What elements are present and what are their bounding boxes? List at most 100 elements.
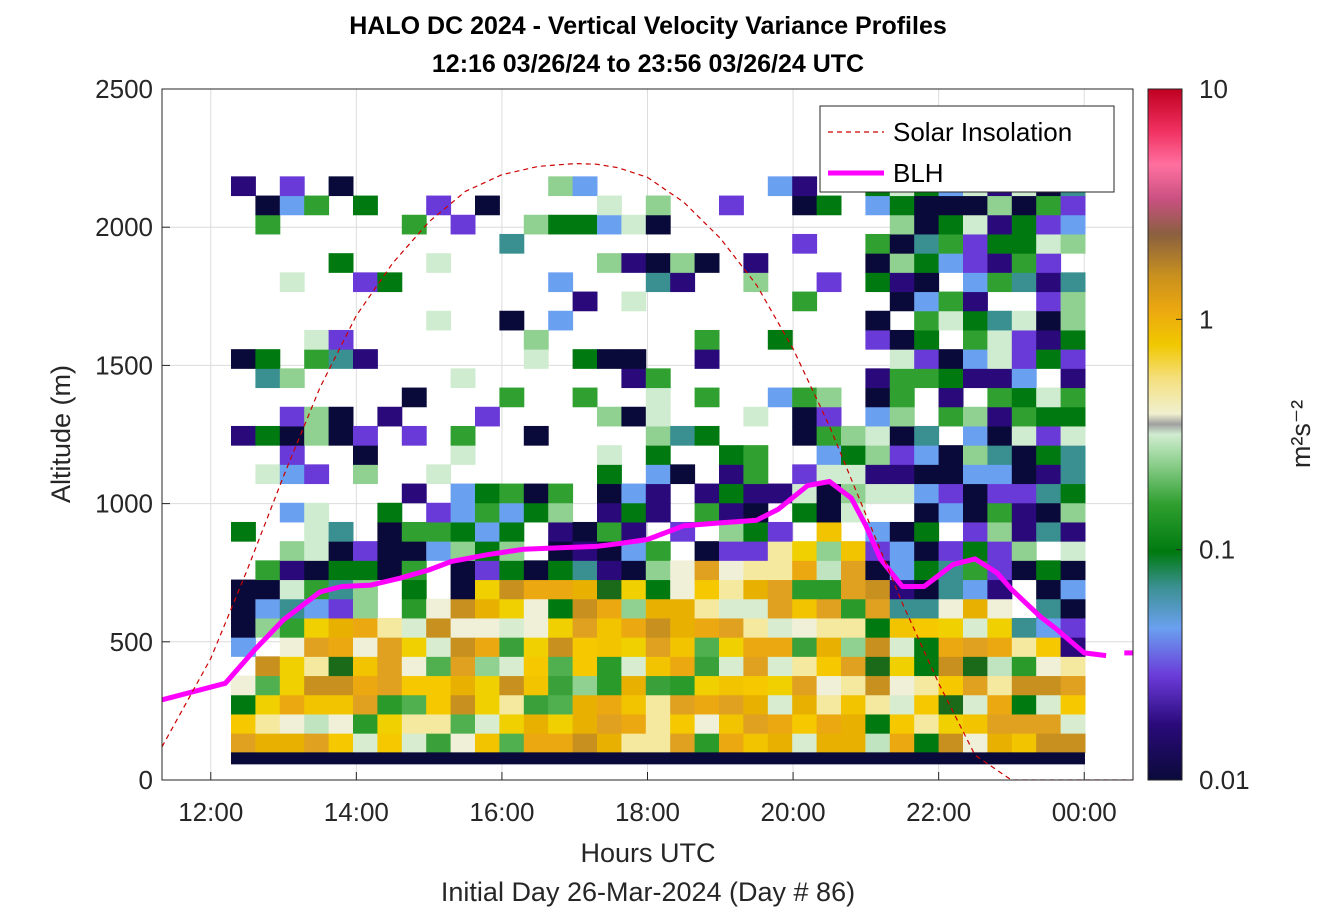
heatmap-cell	[792, 176, 818, 197]
heatmap-cell	[963, 694, 988, 715]
heatmap-cell	[523, 560, 549, 581]
heatmap-cell	[1011, 617, 1037, 638]
heatmap-cell	[499, 521, 525, 542]
heatmap-cell	[450, 560, 476, 581]
heatmap-cell	[792, 195, 818, 216]
heatmap-cell	[963, 368, 988, 389]
heatmap-cell	[987, 272, 1013, 293]
heatmap-cell	[353, 694, 378, 715]
heatmap-cell	[963, 195, 988, 216]
heatmap-cell	[1036, 195, 1062, 216]
heatmap-cell	[475, 656, 500, 677]
heatmap-cell	[523, 502, 549, 523]
heatmap-cell	[987, 253, 1013, 273]
heatmap-cell	[621, 483, 647, 504]
heatmap-cell	[523, 713, 549, 734]
heatmap-cell	[304, 464, 330, 485]
heatmap-cell	[377, 502, 403, 523]
heatmap-cell	[426, 656, 452, 677]
heatmap-cell	[694, 675, 720, 696]
heatmap-cell	[377, 713, 403, 734]
heatmap-cell	[841, 675, 866, 696]
heatmap-cell	[475, 694, 500, 715]
heatmap-cell	[621, 291, 647, 312]
heatmap-cell	[841, 560, 866, 581]
heatmap-cell	[865, 656, 891, 677]
heatmap-cell	[694, 387, 720, 408]
heatmap-cell	[889, 541, 915, 561]
x-tick-label: 00:00	[1052, 797, 1117, 827]
heatmap-cell	[621, 253, 647, 273]
heatmap-cell	[548, 713, 574, 734]
heatmap-cell	[499, 502, 525, 523]
heatmap-cell	[401, 541, 427, 561]
heatmap-cell	[670, 713, 696, 734]
heatmap-cell	[719, 713, 744, 734]
x-axis-sublabel: Initial Day 26-Mar-2024 (Day # 86)	[441, 877, 855, 907]
heatmap-cell	[694, 502, 720, 523]
heatmap-cell	[499, 579, 525, 600]
heatmap-cell	[450, 579, 476, 600]
heatmap-cell	[694, 694, 720, 715]
heatmap-cell	[304, 617, 330, 638]
heatmap-cell	[816, 464, 842, 485]
heatmap-cell	[914, 253, 940, 273]
heatmap-cell	[523, 579, 549, 600]
heatmap-cell	[597, 617, 622, 638]
heatmap-cell	[719, 502, 744, 523]
heatmap-cell	[767, 579, 793, 600]
heatmap-cell	[816, 272, 842, 293]
heatmap-cell	[1011, 253, 1037, 273]
heatmap-cell	[1011, 445, 1037, 465]
heatmap-cell	[353, 617, 378, 638]
heatmap-cell	[279, 195, 305, 216]
heatmap-cell	[792, 541, 818, 561]
heatmap-cell	[279, 176, 305, 197]
heatmap-cell	[743, 675, 769, 696]
heatmap-cell	[670, 425, 696, 446]
heatmap-cell	[914, 521, 940, 542]
heatmap-cell	[792, 579, 818, 600]
heatmap-cell	[694, 329, 720, 350]
heatmap-cell	[279, 637, 305, 657]
heatmap-cell	[1036, 656, 1062, 677]
heatmap-cell	[743, 464, 769, 485]
heatmap-cell	[499, 713, 525, 734]
heatmap-cell	[1011, 656, 1037, 677]
heatmap-cell	[963, 214, 988, 235]
heatmap-cell	[645, 656, 671, 677]
heatmap-cell	[572, 733, 598, 753]
heatmap-cell	[1011, 502, 1037, 523]
x-tick-label: 16:00	[469, 797, 534, 827]
heatmap-cell	[816, 502, 842, 523]
x-tick-label: 18:00	[615, 797, 680, 827]
heatmap-cell	[304, 713, 330, 734]
heatmap-cell	[328, 694, 354, 715]
heatmap-cell	[987, 349, 1013, 369]
heatmap-cell	[1011, 349, 1037, 369]
heatmap-cell	[499, 233, 525, 254]
heatmap-cell	[304, 598, 330, 619]
heatmap-cell	[377, 560, 403, 581]
heatmap-cell	[426, 464, 452, 485]
heatmap-cell	[1060, 214, 1086, 235]
heatmap-cell	[328, 675, 354, 696]
heatmap-cell	[1011, 272, 1037, 293]
heatmap-cell	[987, 598, 1013, 619]
heatmap-cell	[1060, 675, 1086, 696]
heatmap-cell	[865, 329, 891, 350]
heatmap-cell	[694, 541, 720, 561]
heatmap-cell	[645, 579, 671, 600]
heatmap-cell	[694, 656, 720, 677]
heatmap-cell	[475, 521, 500, 542]
heatmap-cell	[1036, 675, 1062, 696]
heatmap-cell	[767, 694, 793, 715]
heatmap-cell	[548, 560, 574, 581]
heatmap-cell	[523, 637, 549, 657]
heatmap-cell	[743, 483, 769, 504]
heatmap-cell	[401, 598, 427, 619]
heatmap-cell	[865, 483, 891, 504]
heatmap-cell	[694, 579, 720, 600]
heatmap-cell	[914, 733, 940, 753]
heatmap-cell	[914, 272, 940, 293]
